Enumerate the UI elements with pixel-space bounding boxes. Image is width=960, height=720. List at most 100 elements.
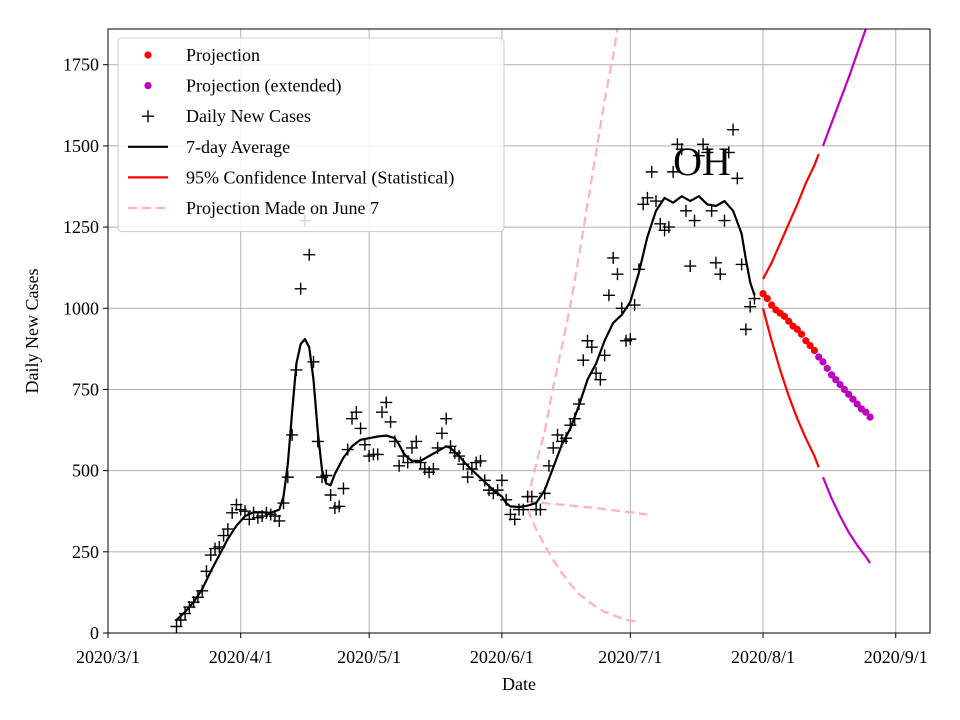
daily-new-cases-point bbox=[748, 292, 761, 305]
projection-extended-point bbox=[866, 413, 874, 421]
95-ci-upper-line bbox=[762, 153, 820, 280]
daily-new-cases-point bbox=[435, 427, 448, 440]
daily-new-cases-point bbox=[547, 441, 560, 454]
daily-new-cases-point bbox=[239, 505, 251, 518]
projection-point bbox=[810, 346, 819, 355]
y-tick-label: 0 bbox=[90, 623, 99, 643]
daily-new-cases-point bbox=[581, 334, 594, 347]
daily-new-cases-point bbox=[727, 123, 740, 136]
daily-new-cases-point bbox=[684, 260, 697, 273]
daily-new-cases-point bbox=[179, 607, 192, 620]
daily-new-cases-point bbox=[461, 471, 474, 484]
daily-new-cases-point bbox=[637, 198, 650, 211]
daily-new-cases-point bbox=[213, 540, 226, 553]
x-tick-label: 2020/6/1 bbox=[470, 647, 534, 667]
daily-new-cases-point bbox=[204, 549, 217, 562]
legend-label-7-day-average: 7-day Average bbox=[186, 137, 290, 157]
daily-new-cases-point bbox=[692, 149, 705, 162]
daily-new-cases-point bbox=[607, 251, 620, 264]
y-tick-label: 1500 bbox=[63, 136, 99, 156]
daily-new-cases-point bbox=[662, 221, 675, 234]
projection-extended-point bbox=[840, 385, 848, 394]
daily-new-cases-point bbox=[303, 248, 316, 261]
daily-new-cases-point bbox=[281, 471, 294, 484]
x-tick-label: 2020/3/1 bbox=[76, 647, 140, 667]
daily-new-cases-point bbox=[294, 282, 307, 295]
daily-new-cases-point bbox=[474, 454, 487, 467]
y-axis-label: Daily New Cases bbox=[22, 269, 42, 394]
daily-new-cases-point bbox=[564, 419, 577, 432]
legend-box bbox=[117, 37, 505, 233]
legend-marker-projection-extended bbox=[144, 82, 152, 90]
projection-point bbox=[793, 325, 801, 333]
daily-new-cases-point bbox=[333, 500, 346, 513]
daily-new-cases-point bbox=[688, 214, 701, 227]
daily-new-cases-point bbox=[572, 398, 585, 411]
daily-new-cases-point bbox=[722, 146, 735, 159]
june-7-projection-line bbox=[527, 500, 648, 516]
daily-new-cases-point bbox=[538, 487, 551, 500]
daily-new-cases-point bbox=[324, 488, 337, 501]
daily-new-cases-point bbox=[341, 443, 354, 456]
daily-new-cases-point bbox=[675, 143, 688, 156]
daily-new-cases-point bbox=[701, 146, 714, 159]
daily-new-cases-point bbox=[414, 456, 427, 469]
daily-new-cases-point bbox=[307, 355, 320, 368]
projection-extended-point bbox=[836, 380, 844, 389]
legend-label-projection: Projection bbox=[186, 45, 260, 65]
axis-ticks: 2020/3/1 2020/4/1 2020/5/1 2020/6/1 2020/7/1… bbox=[63, 55, 928, 667]
daily-new-cases-point bbox=[273, 514, 286, 527]
y-tick-label: 1250 bbox=[63, 217, 99, 237]
daily-new-cases-point bbox=[465, 463, 478, 476]
june-7-projection-lower-line bbox=[526, 509, 640, 623]
daily-new-cases-point bbox=[645, 165, 658, 178]
projection-point bbox=[797, 330, 806, 338]
daily-new-cases-point bbox=[568, 412, 581, 425]
june-7-projection-upper-line bbox=[526, 29, 619, 501]
projection-extended-point bbox=[845, 390, 853, 398]
daily-new-cases-point bbox=[440, 412, 453, 425]
legend: Projection Projection (extended) Daily New… bbox=[117, 37, 505, 233]
daily-new-cases-point bbox=[401, 456, 414, 469]
7-day-average-line bbox=[175, 195, 756, 621]
daily-new-cases-point bbox=[217, 529, 230, 542]
y-tick-label: 1750 bbox=[63, 55, 99, 75]
daily-new-cases-point bbox=[376, 406, 388, 419]
daily-new-cases-point bbox=[534, 503, 547, 516]
daily-new-cases-point bbox=[478, 474, 491, 487]
daily-new-cases-point bbox=[290, 363, 303, 376]
daily-new-cases-point bbox=[611, 268, 624, 281]
daily-new-cases-point bbox=[735, 258, 748, 271]
daily-new-cases-point bbox=[354, 422, 367, 435]
daily-new-cases-point bbox=[624, 333, 637, 346]
daily-new-cases-point bbox=[709, 256, 722, 269]
projection-point bbox=[806, 342, 814, 350]
axes-frame bbox=[107, 28, 931, 634]
daily-new-cases-point bbox=[744, 300, 757, 313]
projection-extended-point bbox=[815, 353, 823, 361]
daily-new-cases-point bbox=[654, 217, 667, 230]
daily-new-cases-point bbox=[585, 341, 598, 354]
daily-new-cases-point bbox=[358, 438, 371, 451]
extended-ci-lower-line bbox=[821, 476, 872, 564]
x-tick-label: 2020/5/1 bbox=[337, 647, 401, 667]
y-tick-label: 250 bbox=[72, 542, 99, 562]
daily-new-cases-point bbox=[718, 214, 731, 227]
daily-new-cases-point bbox=[397, 450, 410, 463]
daily-new-cases-point bbox=[431, 441, 444, 454]
daily-new-cases-point bbox=[320, 469, 333, 482]
projection-extended-point bbox=[849, 395, 857, 403]
x-tick-label: 2020/7/1 bbox=[598, 647, 662, 667]
daily-new-cases-point bbox=[221, 523, 234, 536]
daily-new-cases-point bbox=[542, 459, 555, 472]
daily-new-cases-point bbox=[311, 435, 324, 448]
projection-extended-point bbox=[853, 400, 861, 408]
daily-new-cases-point bbox=[286, 428, 299, 441]
daily-new-cases-point bbox=[590, 367, 603, 380]
projection-extended-point bbox=[819, 358, 827, 366]
legend-label-daily-new-cases: Daily New Cases bbox=[186, 106, 311, 126]
daily-new-cases-point bbox=[384, 415, 397, 428]
daily-new-cases-point bbox=[679, 204, 692, 217]
daily-new-cases-point bbox=[337, 482, 350, 495]
